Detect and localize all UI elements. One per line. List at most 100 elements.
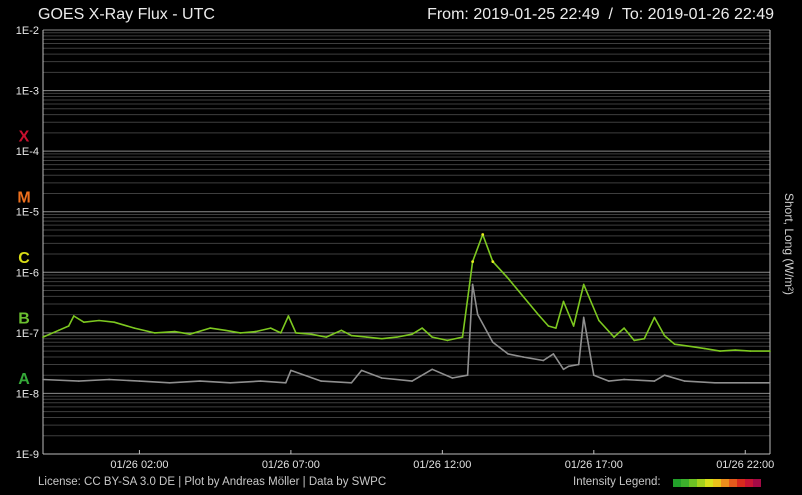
range-separator: /: [608, 6, 613, 23]
flare-class-label: A: [18, 371, 30, 388]
legend-swatch: [705, 479, 713, 487]
legend-swatch: [673, 479, 681, 487]
data-point-short: [471, 283, 474, 286]
data-point-short: [577, 363, 580, 366]
data-point-long: [633, 339, 635, 342]
license-footer: License: CC BY-SA 3.0 DE | Plot by Andre…: [38, 476, 387, 488]
legend-swatch: [713, 479, 721, 487]
data-point-long: [295, 332, 297, 334]
legend-swatch: [737, 479, 745, 487]
data-point-short: [567, 365, 570, 368]
data-point-long: [471, 260, 475, 264]
data-point-short: [431, 368, 434, 371]
data-point-long: [547, 325, 550, 327]
data-point-short: [542, 359, 545, 362]
data-point-long: [173, 330, 176, 333]
x-tick-label: 01/26 02:00: [110, 459, 168, 471]
data-point-short: [466, 374, 469, 376]
data-point-long: [153, 332, 156, 334]
data-point-long: [537, 313, 540, 316]
data-point-short: [108, 378, 110, 381]
data-point-long: [688, 345, 691, 348]
data-point-short: [229, 381, 232, 384]
data-point-long: [461, 336, 464, 338]
data-point-short: [608, 380, 610, 382]
data-point-short: [562, 368, 565, 371]
data-point-short: [593, 374, 595, 376]
to-label: To:: [621, 6, 644, 23]
data-point-long: [749, 350, 752, 352]
data-point-short: [663, 374, 666, 376]
data-point-long: [704, 347, 706, 350]
data-point-long: [133, 327, 136, 329]
data-point-long: [491, 260, 495, 264]
intensity-legend-bar: [673, 479, 761, 487]
data-point-short: [683, 380, 686, 382]
data-point-long: [411, 333, 413, 336]
data-point-long: [446, 339, 449, 342]
x-tick-label: 01/26 22:00: [716, 459, 774, 471]
from-value: 2019-01-25 22:49: [473, 6, 600, 23]
data-point-long: [72, 315, 75, 317]
y-tick-label: 1E-9: [16, 449, 39, 461]
data-point-long: [582, 283, 585, 286]
data-point-long: [562, 300, 565, 303]
data-point-long: [663, 334, 666, 337]
data-point-long: [673, 343, 676, 345]
legend-swatch: [721, 479, 729, 487]
data-point-short: [78, 380, 80, 382]
data-point-long: [572, 325, 575, 327]
legend-swatch: [689, 479, 697, 487]
flare-class-label: M: [17, 189, 30, 206]
data-point-long: [719, 350, 721, 352]
flare-class-label: B: [18, 310, 30, 327]
data-point-short: [380, 377, 383, 379]
data-point-long: [239, 332, 242, 334]
data-point-long: [189, 333, 191, 336]
data-point-long: [279, 332, 282, 334]
data-point-long: [431, 336, 434, 338]
data-point-long: [623, 327, 625, 329]
time-range: From: 2019-01-25 22:49 / To: 2019-01-26 …: [427, 6, 774, 24]
data-point-long: [421, 327, 423, 329]
data-point-short: [411, 380, 413, 382]
data-point-long: [613, 336, 615, 338]
data-point-long: [380, 337, 383, 340]
data-point-long: [42, 336, 44, 338]
data-point-long: [67, 325, 70, 327]
y-tick-label: 1E-3: [16, 86, 39, 98]
series-line-long: [42, 233, 770, 352]
legend-swatch: [681, 479, 689, 487]
data-point-long: [643, 337, 646, 340]
data-point-long: [734, 349, 736, 351]
series-line-short: [42, 283, 770, 384]
x-tick-label: 01/26 07:00: [262, 459, 320, 471]
data-point-short: [507, 353, 509, 355]
data-point-short: [476, 313, 479, 316]
data-point-long: [113, 321, 115, 323]
flare-class-label: C: [18, 250, 30, 267]
data-point-long: [83, 321, 85, 323]
x-tick-label: 01/26 12:00: [413, 459, 471, 471]
data-point-short: [42, 378, 44, 381]
data-point-short: [492, 341, 494, 344]
data-point-short: [138, 380, 141, 382]
legend-swatch: [753, 479, 761, 487]
y-tick-label: 1E-5: [16, 207, 39, 219]
data-point-long: [287, 315, 290, 317]
data-point-short: [168, 381, 171, 384]
data-point-long: [310, 333, 312, 336]
data-point-short: [744, 381, 747, 384]
data-point-short: [199, 380, 201, 382]
to-value: 2019-01-26 22:49: [647, 6, 774, 23]
data-point-long: [340, 329, 343, 332]
data-point-long: [269, 327, 272, 329]
data-point-short: [714, 381, 716, 384]
y-tick-label: 1E-6: [16, 267, 39, 279]
data-point-short: [451, 377, 454, 379]
data-point-long: [365, 336, 368, 338]
data-point-short: [360, 369, 363, 372]
data-point-short: [552, 353, 555, 355]
data-point-long: [598, 319, 600, 322]
